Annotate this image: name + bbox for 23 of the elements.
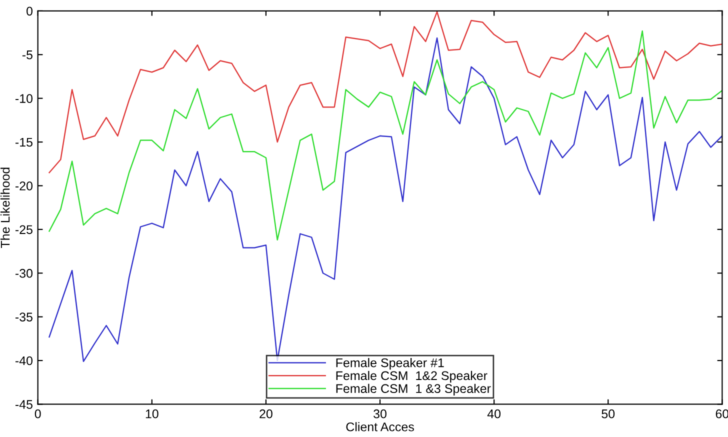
y-tick-label: -45	[15, 400, 32, 409]
y-tick-label: -30	[15, 268, 33, 278]
x-tick-label: 40	[487, 409, 501, 418]
line-series	[48, 30, 722, 241]
x-tick-label: 0	[34, 409, 41, 418]
legend-label: Female Speaker #1	[336, 358, 444, 370]
legend-label: Female CSM 1&2 Speaker	[336, 370, 488, 383]
y-tick-label: -40	[15, 356, 33, 366]
x-tick-label: 30	[374, 409, 386, 418]
y-tick-label: -20	[15, 182, 33, 190]
x-tick-label: 10	[146, 409, 158, 418]
y-tick-label: -25	[15, 225, 32, 234]
y-tick-label: -10	[15, 94, 33, 103]
x-tick-label: 50	[602, 409, 615, 418]
y-tick-label: -35	[15, 312, 32, 322]
y-tick-label: -5	[22, 50, 32, 60]
y-axis-title: The Likelihood	[0, 168, 10, 248]
legend-label: Female CSM 1 &3 Speaker	[336, 384, 491, 396]
line-series	[48, 11, 722, 174]
x-axis-title: Client Acces	[346, 422, 414, 432]
y-tick-label: -15	[15, 138, 32, 147]
y-tick-label: 0	[26, 6, 33, 16]
x-tick-label: 20	[260, 409, 272, 418]
